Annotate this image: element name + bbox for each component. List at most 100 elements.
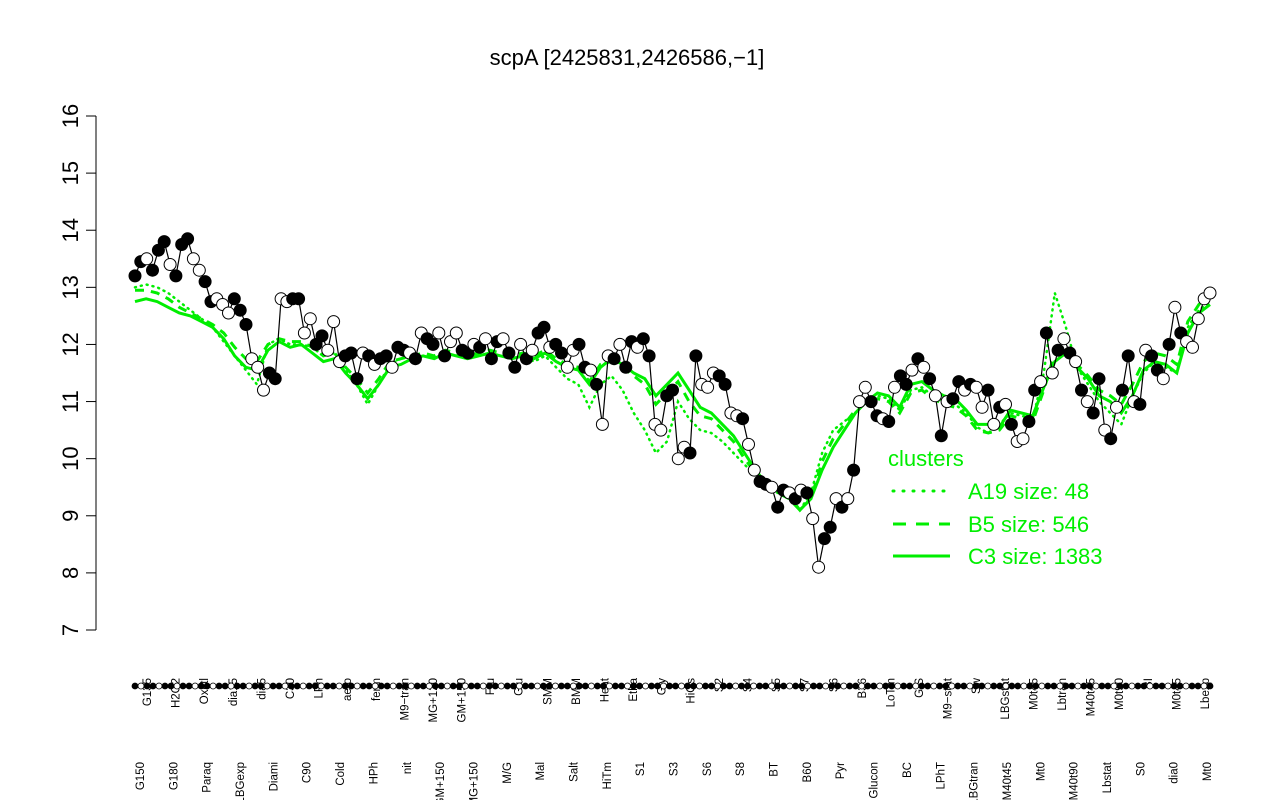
- tick-marker: [1050, 682, 1058, 690]
- data-point: [666, 383, 679, 397]
- x-tick-label: S3: [669, 762, 681, 776]
- data-point: [572, 337, 586, 351]
- data-point: [718, 377, 732, 391]
- data-point: [946, 392, 960, 406]
- x-tick-label: Mal: [535, 762, 547, 781]
- tick-marker: [936, 682, 944, 690]
- tick-marker: [1140, 682, 1148, 690]
- tick-marker: [630, 682, 637, 690]
- x-tick-label: S1: [635, 762, 647, 776]
- x-tick-label: G180: [168, 762, 180, 790]
- tick-marker: [1086, 682, 1094, 690]
- tick-marker: [798, 682, 805, 690]
- x-tick-label: Salt: [569, 761, 581, 782]
- tick-marker: [1158, 682, 1166, 690]
- data-point: [1075, 383, 1088, 397]
- tick-marker: [371, 682, 379, 690]
- tick-marker: [654, 682, 661, 690]
- data-point: [169, 269, 183, 283]
- tick-marker: [1020, 682, 1028, 690]
- data-point: [671, 452, 685, 466]
- data-point: [689, 349, 703, 363]
- tick-marker: [750, 682, 757, 690]
- tick-marker: [251, 682, 259, 690]
- data-point: [449, 326, 463, 340]
- data-point: [514, 337, 528, 351]
- data-point: [1162, 337, 1176, 351]
- tick-marker: [786, 682, 793, 690]
- tick-marker: [714, 682, 721, 690]
- tick-marker: [672, 682, 679, 690]
- tick-marker: [648, 682, 655, 690]
- data-point: [128, 269, 142, 283]
- tick-marker: [1110, 682, 1118, 690]
- data-point: [140, 252, 154, 266]
- x-tick-label: Glucon: [869, 762, 881, 798]
- data-point: [683, 446, 697, 460]
- tick-marker: [389, 682, 397, 690]
- x-tick-label: C90: [302, 762, 314, 783]
- data-point: [227, 292, 241, 306]
- tick-marker: [275, 682, 283, 690]
- tick-marker: [155, 682, 163, 690]
- tick-marker: [1152, 682, 1160, 690]
- tick-marker: [1044, 682, 1052, 690]
- cluster-B5-line: [135, 288, 1211, 513]
- tick-marker: [576, 682, 583, 690]
- tick-marker: [864, 682, 872, 690]
- tick-marker: [1188, 682, 1196, 690]
- tick-marker: [1098, 682, 1106, 690]
- data-point: [555, 346, 568, 360]
- tick-marker: [431, 682, 439, 690]
- tick-marker: [185, 682, 193, 690]
- tick-marker: [299, 682, 307, 690]
- tick-marker: [329, 682, 337, 690]
- tick-marker: [215, 682, 223, 690]
- tick-marker: [1146, 682, 1154, 690]
- data-point: [923, 372, 937, 386]
- data-point: [999, 397, 1012, 411]
- tick-marker: [479, 682, 487, 690]
- data-point: [321, 343, 335, 357]
- data-point: [297, 326, 311, 340]
- tick-marker: [810, 682, 817, 690]
- tick-marker: [984, 682, 992, 690]
- x-tick-label: ferm: [371, 678, 383, 701]
- tick-marker: [1068, 682, 1076, 690]
- tick-marker: [624, 682, 631, 690]
- x-tick-label: Mt0: [1035, 762, 1047, 781]
- data-point: [198, 275, 212, 289]
- y-tick-label: 10: [58, 446, 83, 470]
- x-tick-label: S8: [735, 762, 747, 776]
- tick-marker: [137, 682, 145, 690]
- legend-label: A19 size: 48: [968, 479, 1089, 504]
- data-point: [584, 363, 598, 377]
- data-point: [1191, 312, 1205, 326]
- y-tick-label: 15: [58, 161, 83, 185]
- data-point: [496, 332, 510, 346]
- data-point: [408, 352, 422, 366]
- x-tick-label: aero: [342, 678, 354, 701]
- data-point: [864, 395, 878, 409]
- data-point: [502, 346, 516, 360]
- tick-marker: [948, 682, 956, 690]
- data-point: [525, 343, 539, 357]
- tick-marker: [281, 682, 289, 690]
- tick-marker: [503, 682, 511, 690]
- data-point: [1156, 372, 1170, 386]
- data-point: [1016, 432, 1030, 446]
- tick-marker: [239, 682, 247, 690]
- tick-marker: [792, 682, 799, 690]
- legend-label: B5 size: 546: [968, 512, 1089, 537]
- tick-marker: [696, 682, 703, 690]
- y-tick-label: 9: [58, 510, 83, 522]
- tick-marker: [305, 682, 313, 690]
- tick-marker: [413, 682, 421, 690]
- tick-marker: [510, 682, 517, 690]
- tick-marker: [840, 682, 848, 690]
- tick-marker: [846, 682, 854, 690]
- x-tick-label: H2O2: [171, 678, 183, 708]
- x-tick-label: BC: [902, 762, 914, 778]
- y-tick-label: 7: [58, 624, 83, 636]
- data-point: [1203, 286, 1217, 300]
